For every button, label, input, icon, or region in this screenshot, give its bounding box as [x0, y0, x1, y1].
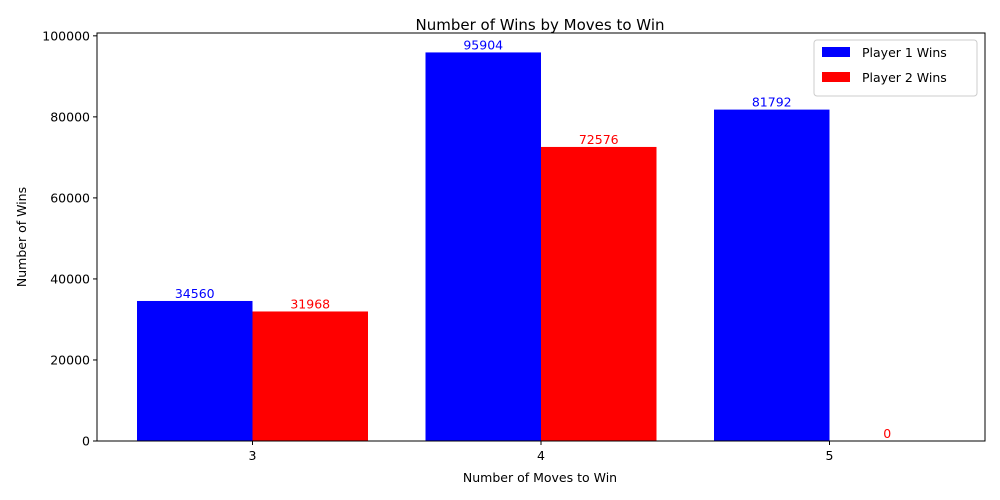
legend-swatch-player-2 [822, 72, 850, 82]
bar-player-2-wins-moves-3 [252, 311, 368, 441]
x-tick-label-4: 4 [537, 448, 545, 463]
y-tick-label-40000: 40000 [50, 271, 90, 286]
data-label-player-2-wins-moves-3: 31968 [290, 296, 330, 311]
data-labels-group: 34560 95904 81792 31968 72576 0 [175, 37, 891, 441]
x-tick-label-3: 3 [249, 448, 257, 463]
data-label-player-1-wins-moves-5: 81792 [752, 95, 792, 110]
x-axis-label: Number of Moves to Win [463, 470, 617, 485]
legend-frame [813, 39, 978, 97]
legend-label-player-2: Player 2 Wins [862, 70, 947, 85]
y-tick-label-20000: 20000 [50, 352, 90, 367]
legend-swatch-player-1 [822, 47, 850, 57]
data-label-player-1-wins-moves-3: 34560 [175, 286, 215, 301]
bar-player-2-wins-moves-4 [541, 146, 657, 441]
chart-title: Number of Wins by Moves to Win [416, 16, 665, 34]
bar-player-1-wins-moves-5 [714, 109, 830, 441]
legend: Player 1 Wins Player 2 Wins [813, 39, 978, 97]
y-tick-label-80000: 80000 [50, 109, 90, 124]
bar-player-1-wins-moves-3 [137, 300, 253, 441]
legend-label-player-1: Player 1 Wins [862, 45, 947, 60]
y-tick-label-0: 0 [82, 434, 90, 449]
bars-group [137, 52, 830, 441]
y-axis-ticks: 0 20000 40000 60000 80000 100000 [42, 28, 97, 449]
data-label-player-1-wins-moves-4: 95904 [463, 37, 503, 52]
bar-player-1-wins-moves-4 [425, 52, 541, 441]
x-axis-ticks: 3 4 5 [249, 441, 834, 463]
x-tick-label-5: 5 [826, 448, 834, 463]
data-label-player-2-wins-moves-5: 0 [883, 426, 891, 441]
y-tick-label-100000: 100000 [42, 28, 90, 43]
data-label-player-2-wins-moves-4: 72576 [579, 132, 619, 147]
y-axis-label: Number of Wins [14, 187, 29, 287]
y-tick-label-60000: 60000 [50, 190, 90, 205]
